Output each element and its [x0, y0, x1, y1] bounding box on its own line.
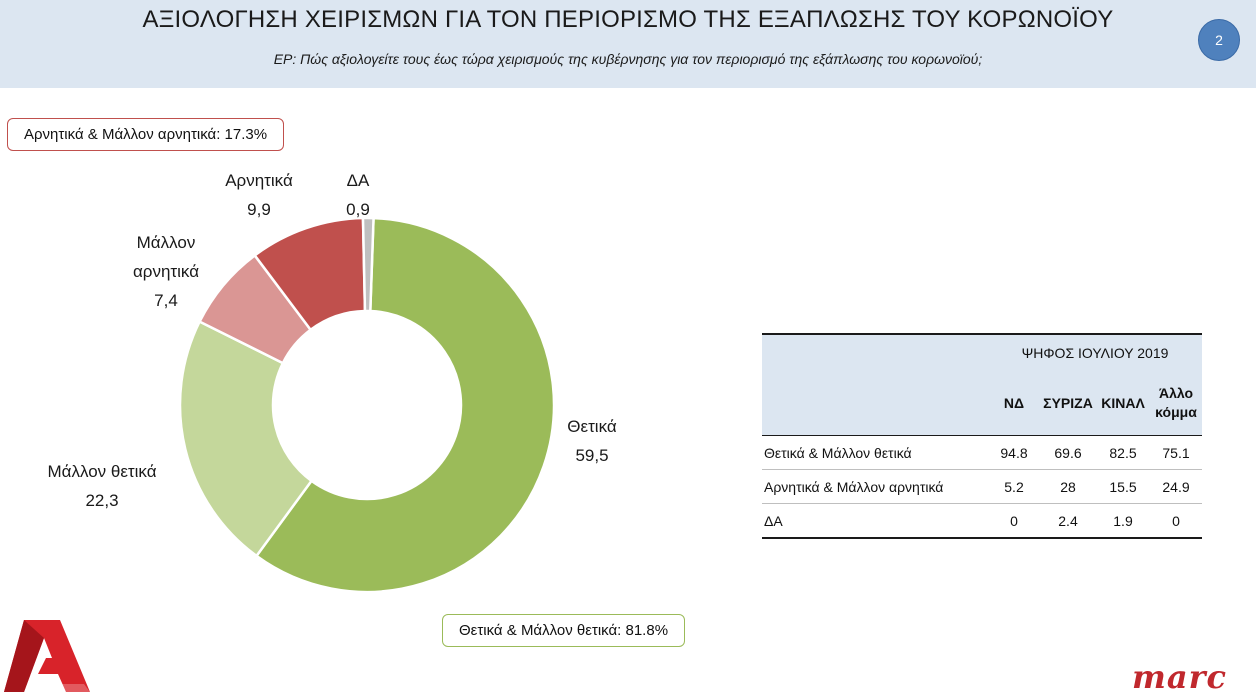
negative-summary-box: Αρνητικά & Μάλλον αρνητικά: 17.3% [7, 118, 285, 151]
table-row-label: Θετικά & Μάλλον θετικά [762, 435, 988, 470]
table-row-label: ΔΑ [762, 503, 988, 539]
page-number-badge: 2 [1198, 19, 1240, 61]
column-header-syriza: ΣΥΡΙΖΑ [1040, 371, 1096, 436]
slice-label-da: ΔΑ 0,9 [346, 166, 370, 224]
slice-thetika [254, 216, 556, 594]
table-cell: 0 [988, 503, 1040, 539]
table-row: ΔΑ 0 2.4 1.9 0 [762, 503, 1202, 539]
slice-value-label: 59,5 [575, 446, 609, 465]
table-cell: 94.8 [988, 435, 1040, 470]
slice-mallon-thetika [178, 319, 314, 558]
table-group-header: ΨΗΦΟΣ ΙΟΥΛΙΟΥ 2019 [988, 333, 1202, 371]
page-title: ΑΞΙΟΛΟΓΗΣΗ ΧΕΙΡΙΣΜΩΝ ΓΙΑ ΤΟΝ ΠΕΡΙΟΡΙΣΜΟ … [142, 6, 1114, 33]
slice-category-label: ΔΑ [346, 171, 370, 190]
table-column-header-row: ΝΔ ΣΥΡΙΖΑ ΚΙΝΑΛ Άλλο κόμμα [762, 371, 1202, 436]
positive-summary-box: Θετικά & Μάλλον θετικά: 81.8% [442, 614, 686, 647]
slice-da [361, 216, 375, 313]
table-row-label: Αρνητικά & Μάλλον αρνητικά [762, 469, 988, 504]
table-cell: 75.1 [1150, 435, 1202, 470]
table-cell: 0 [1150, 503, 1202, 539]
table-group-header-row: ΨΗΦΟΣ ΙΟΥΛΙΟΥ 2019 [762, 333, 1202, 371]
slice-category-label: αρνητικά [132, 262, 200, 281]
table-cell: 69.6 [1040, 435, 1096, 470]
slice-label-thetika: Θετικά 59,5 [567, 412, 616, 470]
slice-label-mallon-arnitika: Μάλλον αρνητικά 7,4 [133, 228, 199, 315]
slice-label-arnitika: Αρνητικά 9,9 [225, 166, 293, 224]
column-header-nd: ΝΔ [988, 371, 1040, 436]
slice-value-label: 22,3 [85, 491, 119, 510]
slice-value-label: 7,4 [154, 291, 178, 310]
table-row: Αρνητικά & Μάλλον αρνητικά 5.2 28 15.5 2… [762, 469, 1202, 504]
slice-category-label: Θετικά [567, 417, 617, 436]
table-cell: 82.5 [1096, 435, 1150, 470]
slice-category-label: Αρνητικά [225, 171, 293, 190]
table-cell: 28 [1040, 469, 1096, 504]
slice-value-label: 0,9 [346, 200, 370, 219]
table-cell: 15.5 [1096, 469, 1150, 504]
vote-breakdown-table: ΨΗΦΟΣ ΙΟΥΛΙΟΥ 2019 ΝΔ ΣΥΡΙΖΑ ΚΙΝΑΛ Άλλο … [762, 333, 1202, 539]
column-header-other: Άλλο κόμμα [1150, 371, 1202, 436]
slice-value-label: 9,9 [247, 200, 271, 219]
table-cell: 24.9 [1150, 469, 1202, 504]
table-cell: 2.4 [1040, 503, 1096, 539]
marc-logo: marc [1132, 658, 1227, 696]
table-cell: 1.9 [1096, 503, 1150, 539]
alpha-tv-logo-icon [4, 620, 90, 692]
slice-category-label: Μάλλον θετικά [47, 462, 157, 481]
slice-category-label: Μάλλον [136, 233, 196, 252]
header-banner: ΑΞΙΟΛΟΓΗΣΗ ΧΕΙΡΙΣΜΩΝ ΓΙΑ ΤΟΝ ΠΕΡΙΟΡΙΣΜΟ … [0, 0, 1256, 88]
slice-label-mallon-thetika: Μάλλον θετικά 22,3 [47, 457, 156, 515]
table-row: Θετικά & Μάλλον θετικά 94.8 69.6 82.5 75… [762, 435, 1202, 470]
question-subtitle: ΕΡ: Πώς αξιολογείτε τους έως τώρα χειρισ… [273, 51, 983, 67]
table-cell: 5.2 [988, 469, 1040, 504]
column-header-kinal: ΚΙΝΑΛ [1096, 371, 1150, 436]
